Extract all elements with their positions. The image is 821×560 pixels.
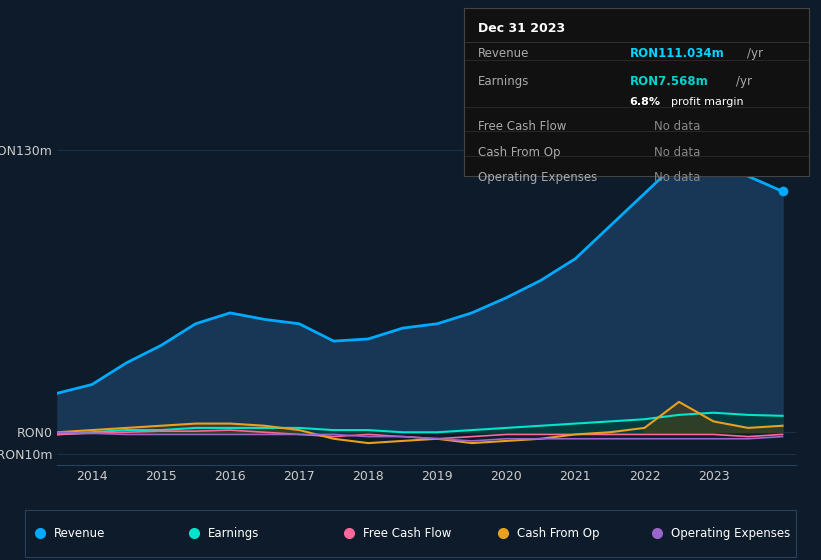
Text: Earnings: Earnings <box>478 75 529 88</box>
Text: /yr: /yr <box>746 47 763 60</box>
Text: No data: No data <box>654 146 699 158</box>
Text: Free Cash Flow: Free Cash Flow <box>363 527 451 540</box>
Text: Cash From Op: Cash From Op <box>478 146 560 158</box>
Text: RON7.568m: RON7.568m <box>630 75 709 88</box>
Text: /yr: /yr <box>736 75 752 88</box>
Text: No data: No data <box>654 120 699 133</box>
Text: profit margin: profit margin <box>671 97 743 107</box>
Text: Free Cash Flow: Free Cash Flow <box>478 120 566 133</box>
Text: 6.8%: 6.8% <box>630 97 660 107</box>
Text: RON111.034m: RON111.034m <box>630 47 724 60</box>
Text: No data: No data <box>654 171 699 184</box>
Text: Operating Expenses: Operating Expenses <box>672 527 791 540</box>
Text: Earnings: Earnings <box>209 527 259 540</box>
Text: Cash From Op: Cash From Op <box>517 527 599 540</box>
Text: Operating Expenses: Operating Expenses <box>478 171 597 184</box>
Text: Revenue: Revenue <box>478 47 529 60</box>
Text: Dec 31 2023: Dec 31 2023 <box>478 22 565 35</box>
Text: Revenue: Revenue <box>54 527 105 540</box>
